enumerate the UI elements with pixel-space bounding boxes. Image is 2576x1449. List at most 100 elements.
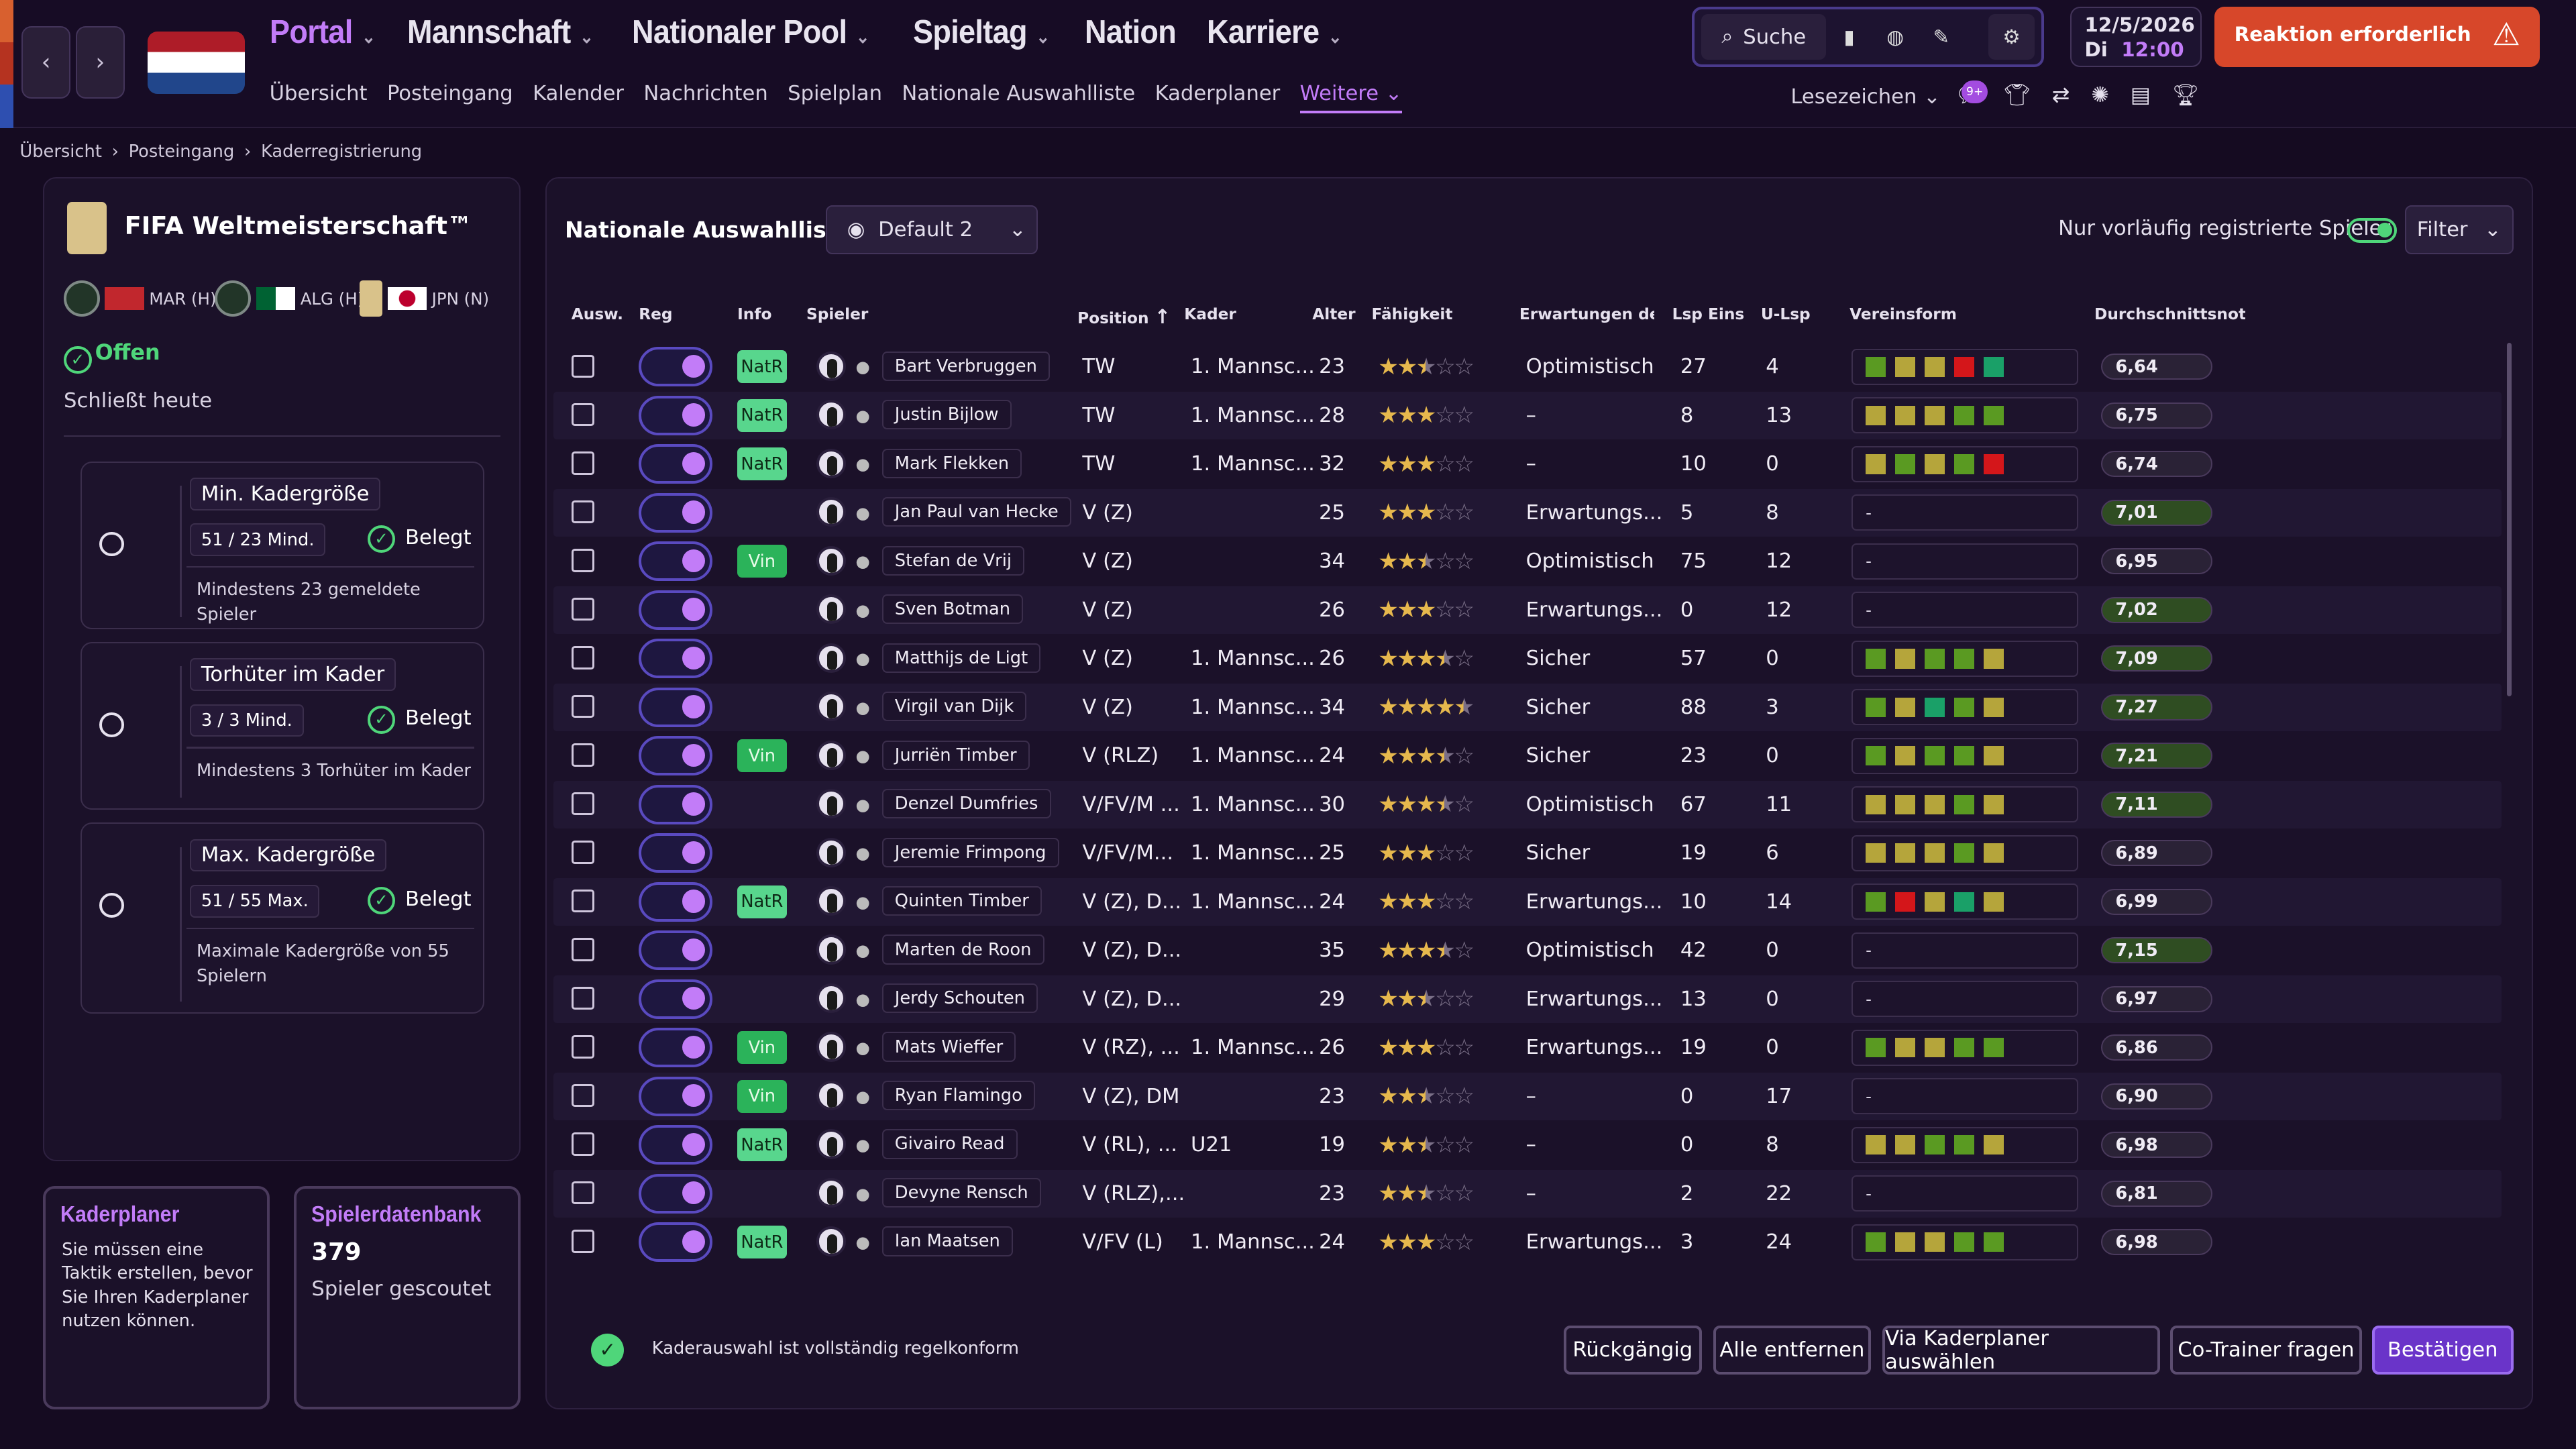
- player-name[interactable]: Denzel Dumfries: [881, 789, 1051, 819]
- select-checkbox[interactable]: [571, 889, 595, 913]
- player-name[interactable]: Jurriën Timber: [881, 740, 1030, 770]
- table-row[interactable]: ● Sven Botman V (Z) 26 ★ ★ ★ ☆ ☆ Erwartungs... 0 12…: [553, 586, 2502, 634]
- column-header[interactable]: Spieler: [806, 305, 869, 324]
- player-name[interactable]: Justin Bijlow: [881, 400, 1012, 430]
- kaderplaner-tile[interactable]: Kaderplaner Sie müssen eine Taktik erste…: [42, 1186, 270, 1410]
- subnav-weitere[interactable]: Weitere ⌄: [1299, 82, 1403, 113]
- bookmark-icon[interactable]: ▮: [1843, 25, 1855, 49]
- registration-toggle[interactable]: [639, 395, 713, 435]
- table-row[interactable]: ● Virgil van Dijk V (Z) 1. Mannsc... 34 ★ ★ ★ ★ ★…: [553, 683, 2502, 731]
- trophy-icon[interactable]: 🏆︎: [2171, 82, 2200, 108]
- column-header[interactable]: Ausw.: [571, 305, 624, 324]
- table-row[interactable]: Vin ● Ryan Flamingo V (Z), DM 23 ★ ★ ★ ☆ ☆ –0 17-6,…: [553, 1072, 2502, 1120]
- select-checkbox[interactable]: [571, 1083, 595, 1108]
- nav-spieltag[interactable]: Spieltag ⌄: [913, 13, 1050, 50]
- table-row[interactable]: Vin ● Jurriën Timber V (RLZ) 1. Mannsc... 24 ★…: [553, 732, 2502, 780]
- column-header[interactable]: Lsp Eins: [1672, 305, 1745, 324]
- pencil-icon[interactable]: ✎: [1933, 25, 1950, 49]
- confirm-button[interactable]: Bestätigen: [2371, 1325, 2514, 1375]
- select-checkbox[interactable]: [571, 500, 595, 524]
- registration-toggle[interactable]: [639, 1173, 713, 1214]
- rule-card-goalkeepers[interactable]: Torhüter im Kader 3 / 3 Mind. ✓ Belegt Mi…: [80, 642, 484, 810]
- radio-button[interactable]: [99, 893, 125, 918]
- table-row[interactable]: ● Jerdy Schouten V (Z), D... 29 ★ ★ ★ ☆ ☆ Erwartu…: [553, 975, 2502, 1023]
- shirt-icon[interactable]: 👕︎: [2003, 82, 2031, 108]
- player-name[interactable]: Sven Botman: [881, 594, 1024, 625]
- registration-toggle[interactable]: [639, 590, 713, 630]
- registration-toggle[interactable]: [639, 833, 713, 873]
- only-registered-toggle[interactable]: [2347, 218, 2397, 243]
- nav-nationaler-pool[interactable]: Nationaler Pool ⌄: [632, 13, 870, 50]
- table-row[interactable]: Vin ● Mats Wieffer V (RZ), ... 1. Mannsc... 2…: [553, 1024, 2502, 1071]
- player-name[interactable]: Stefan de Vrij: [881, 545, 1025, 576]
- date-time-box[interactable]: 12/5/2026 Di 12:00: [2070, 6, 2202, 68]
- column-header[interactable]: Vereinsform: [1849, 305, 1957, 324]
- select-checkbox[interactable]: [571, 646, 595, 669]
- column-header[interactable]: Alter: [1312, 305, 1356, 324]
- radio-button[interactable]: [99, 531, 125, 557]
- subnav-kalender[interactable]: Kalender: [533, 82, 624, 106]
- column-header[interactable]: Erwartungen des...: [1519, 305, 1654, 324]
- player-name[interactable]: Bart Verbruggen: [881, 351, 1050, 381]
- registration-toggle[interactable]: [639, 687, 713, 727]
- subnav-nachrichten[interactable]: Nachrichten: [643, 82, 768, 106]
- table-row[interactable]: ● Devyne Rensch V (RLZ),... 23 ★ ★ ★ ☆ ☆ –2 22-6,8…: [553, 1169, 2502, 1218]
- scrollbar[interactable]: [2506, 343, 2512, 696]
- registration-toggle[interactable]: [639, 736, 713, 776]
- select-checkbox[interactable]: [571, 451, 595, 475]
- player-name[interactable]: Matthijs de Ligt: [881, 643, 1041, 673]
- table-row[interactable]: NatR ● Givairo Read V (RL), ... U21 19 ★ ★ ★ ☆ ☆ –0…: [553, 1121, 2502, 1169]
- subnav-uebersicht[interactable]: Übersicht: [269, 82, 368, 106]
- bookmarks-dropdown[interactable]: Lesezeichen ⌄: [1790, 85, 1941, 109]
- subnav-kaderplaner[interactable]: Kaderplaner: [1155, 82, 1281, 106]
- select-checkbox[interactable]: [571, 694, 595, 718]
- registration-toggle[interactable]: [639, 347, 713, 387]
- back-button[interactable]: ‹: [21, 26, 71, 99]
- gear-icon[interactable]: ⚙: [1988, 13, 2035, 60]
- nav-portal[interactable]: Portal ⌄: [269, 13, 376, 50]
- table-row[interactable]: NatR ● Ian Maatsen V/FV (L) 1. Mannsc... 24 ★ ★…: [553, 1218, 2502, 1266]
- select-checkbox[interactable]: [571, 403, 595, 427]
- breadcrumb-item[interactable]: Übersicht: [19, 141, 102, 162]
- select-checkbox[interactable]: [571, 841, 595, 864]
- subnav-spielplan[interactable]: Spielplan: [788, 82, 882, 106]
- select-checkbox[interactable]: [571, 792, 595, 816]
- table-row[interactable]: ● Denzel Dumfries V/FV/M ... 1. Mannsc... 30…: [553, 780, 2502, 828]
- select-checkbox[interactable]: [571, 743, 595, 767]
- column-header[interactable]: Kader: [1184, 305, 1236, 324]
- ask-assistant-button[interactable]: Co-Trainer fragen: [2169, 1325, 2363, 1375]
- registration-toggle[interactable]: [639, 444, 713, 484]
- select-checkbox[interactable]: [571, 986, 595, 1010]
- table-row[interactable]: NatR ● Quinten Timber V (Z), D... 1. Mannsc.…: [553, 877, 2502, 926]
- registration-toggle[interactable]: [639, 1222, 713, 1263]
- column-header[interactable]: Info: [737, 305, 772, 324]
- scout-icon[interactable]: ✺: [2091, 82, 2109, 108]
- rule-card-max-squad[interactable]: Max. Kadergröße 51 / 55 Max. ✓ Belegt Max…: [80, 822, 484, 1014]
- player-name[interactable]: Jerdy Schouten: [881, 983, 1038, 1014]
- search-button[interactable]: ⌕ Suche: [1701, 13, 1827, 60]
- netherlands-flag-icon[interactable]: [148, 31, 245, 94]
- registration-toggle[interactable]: [639, 541, 713, 582]
- forward-button[interactable]: ›: [75, 26, 125, 99]
- subnav-posteingang[interactable]: Posteingang: [386, 82, 513, 106]
- select-via-kaderplaner-button[interactable]: Via Kaderplaner auswählen: [1882, 1325, 2160, 1375]
- spielerdatenbank-tile[interactable]: Spielerdatenbank 379 Spieler gescoutet: [294, 1186, 521, 1410]
- player-name[interactable]: Mats Wieffer: [881, 1032, 1016, 1062]
- player-name[interactable]: Marten de Roon: [881, 934, 1044, 965]
- player-name[interactable]: Devyne Rensch: [881, 1177, 1041, 1208]
- player-name[interactable]: Givairo Read: [881, 1129, 1018, 1159]
- nav-karriere[interactable]: Karriere ⌄: [1206, 13, 1342, 50]
- remove-all-button[interactable]: Alle entfernen: [1713, 1325, 1871, 1375]
- fixture-alg[interactable]: ALG (H): [215, 280, 364, 317]
- registration-toggle[interactable]: [639, 881, 713, 922]
- select-checkbox[interactable]: [571, 1181, 595, 1205]
- subnav-nationale-auswahlliste[interactable]: Nationale Auswahlliste: [902, 82, 1136, 106]
- column-header[interactable]: Fähigkeit: [1371, 305, 1453, 324]
- select-checkbox[interactable]: [571, 1230, 595, 1253]
- player-name[interactable]: Virgil van Dijk: [881, 692, 1027, 722]
- select-checkbox[interactable]: [571, 1132, 595, 1156]
- player-name[interactable]: Ian Maatsen: [881, 1226, 1013, 1256]
- column-header[interactable]: U-Lsp: [1760, 305, 1811, 324]
- registration-toggle[interactable]: [639, 979, 713, 1019]
- table-row[interactable]: ● Marten de Roon V (Z), D... 35 ★ ★ ★ ★ ☆ Optimis…: [553, 926, 2502, 974]
